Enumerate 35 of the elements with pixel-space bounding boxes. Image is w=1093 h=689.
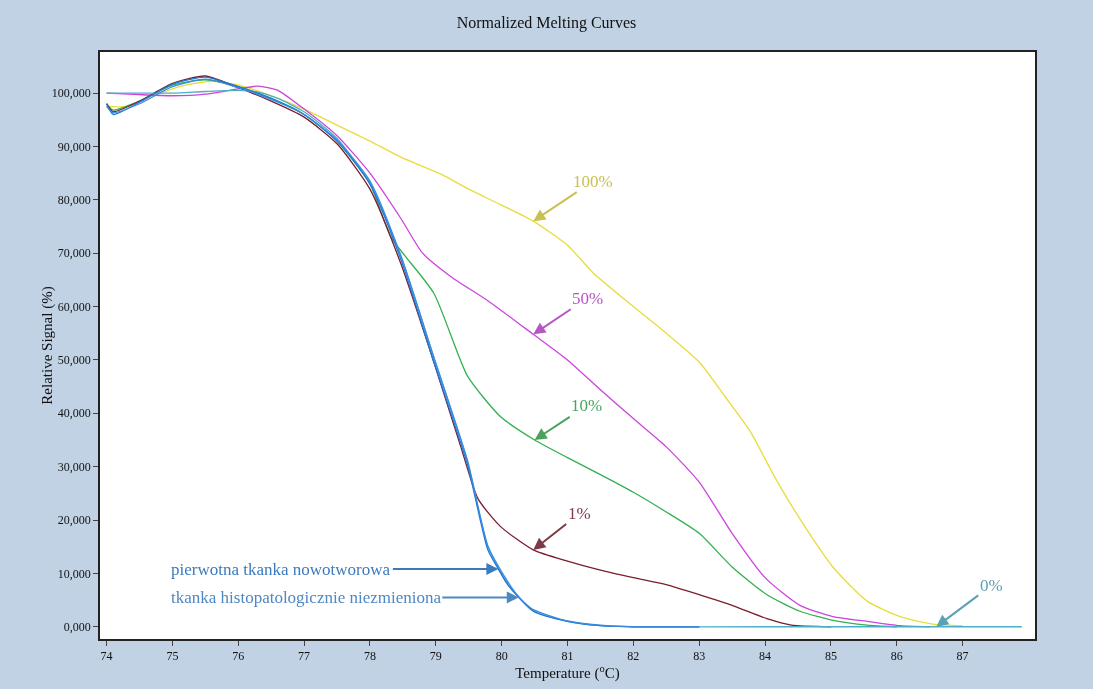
x-tick-label: 77	[298, 649, 311, 664]
annotation: pierwotna tkanka nowotworowa	[171, 560, 391, 579]
y-tick-label: 80,000	[57, 193, 91, 208]
annotation: 1%	[568, 504, 591, 523]
y-tick-label: 30,000	[57, 459, 91, 474]
x-tick-label: 84	[759, 649, 772, 664]
y-tick-label: 70,000	[57, 246, 91, 261]
y-tick-label: 50,000	[57, 353, 91, 368]
y-tick-label: 20,000	[57, 513, 91, 528]
x-tick-label: 86	[890, 649, 903, 664]
x-tick-label: 85	[824, 649, 837, 664]
y-tick-label: 90,000	[57, 139, 91, 154]
x-axis-title: Temperature ($^{o}$C)	[515, 663, 620, 683]
y-tick-label: 100,000	[51, 86, 91, 101]
y-tick-label: 10,000	[57, 566, 91, 581]
x-tick-label: 87	[956, 649, 969, 664]
y-tick-label: 60,000	[57, 299, 91, 314]
y-axis-title: Relative Signal (%)	[38, 286, 56, 405]
y-tick-label: 0,000	[63, 619, 91, 634]
x-tick-label: 80	[495, 649, 508, 664]
x-tick-label: 82	[627, 649, 640, 664]
annotation: 10%	[571, 396, 603, 415]
annotation: 100%	[573, 172, 613, 191]
x-tick-label: 74	[100, 649, 113, 664]
x-tick-label: 81	[561, 649, 574, 664]
annotation: 0%	[980, 576, 1003, 595]
x-tick-label: 83	[693, 649, 706, 664]
x-tick-label: 79	[429, 649, 442, 664]
y-tick-label: 40,000	[57, 406, 91, 421]
annotation: tkanka histopatologicznie niezmieniona	[171, 588, 442, 607]
annotation: 50%	[572, 289, 604, 308]
x-tick-label: 76	[232, 649, 245, 664]
chart-title: Normalized Melting Curves	[456, 14, 637, 33]
x-tick-label: 75	[166, 649, 179, 664]
x-tick-label: 78	[363, 649, 376, 664]
